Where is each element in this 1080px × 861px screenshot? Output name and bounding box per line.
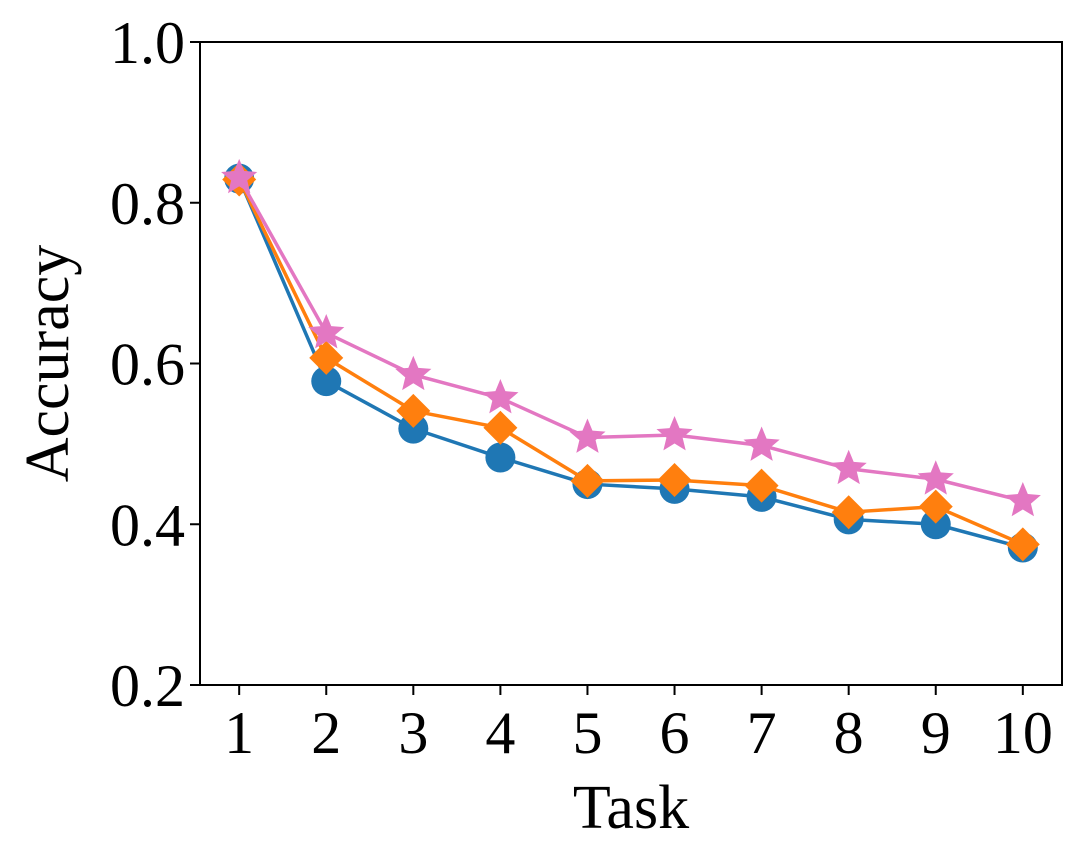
data-point	[396, 393, 431, 428]
data-point	[1005, 527, 1040, 562]
x-tick-label: 3	[398, 700, 428, 766]
data-point	[920, 509, 951, 540]
data-point	[917, 460, 954, 495]
series-line	[237, 178, 1024, 546]
x-axis-label: Task	[573, 774, 689, 842]
data-point	[485, 442, 516, 473]
x-tick-label: 7	[747, 700, 777, 766]
data-point	[657, 463, 692, 498]
series-line	[237, 176, 1024, 503]
ticks-layer: 1 2 3 4 5 6 7 8 9 10 0.2 0.4 0.6 0.8 1.0	[110, 10, 1053, 766]
x-tick-label: 4	[485, 700, 515, 766]
data-point	[744, 468, 779, 503]
data-point	[831, 495, 866, 530]
series-layer	[221, 158, 1041, 563]
data-point	[483, 410, 518, 445]
series-diamond	[222, 162, 1040, 562]
y-tick-label: 0.2	[110, 653, 185, 719]
y-tick-label: 0.4	[110, 492, 185, 558]
data-point	[569, 418, 606, 453]
data-point	[311, 366, 342, 397]
data-point	[656, 416, 693, 451]
x-tick-label: 8	[834, 700, 864, 766]
series-line	[237, 177, 1024, 550]
data-point	[398, 413, 429, 444]
data-point	[570, 463, 605, 498]
x-tick-label: 9	[921, 700, 951, 766]
x-tick-label: 1	[224, 700, 254, 766]
data-point	[830, 449, 867, 485]
y-tick-label: 0.6	[110, 332, 185, 398]
y-tick-label: 1.0	[110, 10, 185, 76]
x-tick-label: 6	[660, 700, 690, 766]
series-star	[221, 158, 1041, 517]
data-point	[395, 355, 432, 391]
x-tick-label: 5	[572, 700, 602, 766]
x-tick-label: 2	[311, 700, 341, 766]
data-point	[308, 313, 345, 349]
x-tick-label: 10	[993, 700, 1053, 766]
y-axis-label: Accuracy	[14, 245, 82, 483]
data-point	[1004, 481, 1041, 517]
data-point	[918, 489, 953, 524]
data-point	[221, 158, 258, 194]
series-circle	[224, 163, 1038, 563]
data-point	[309, 340, 344, 375]
y-tick-label: 0.8	[110, 171, 185, 237]
data-point	[482, 379, 519, 414]
data-point	[743, 426, 780, 461]
